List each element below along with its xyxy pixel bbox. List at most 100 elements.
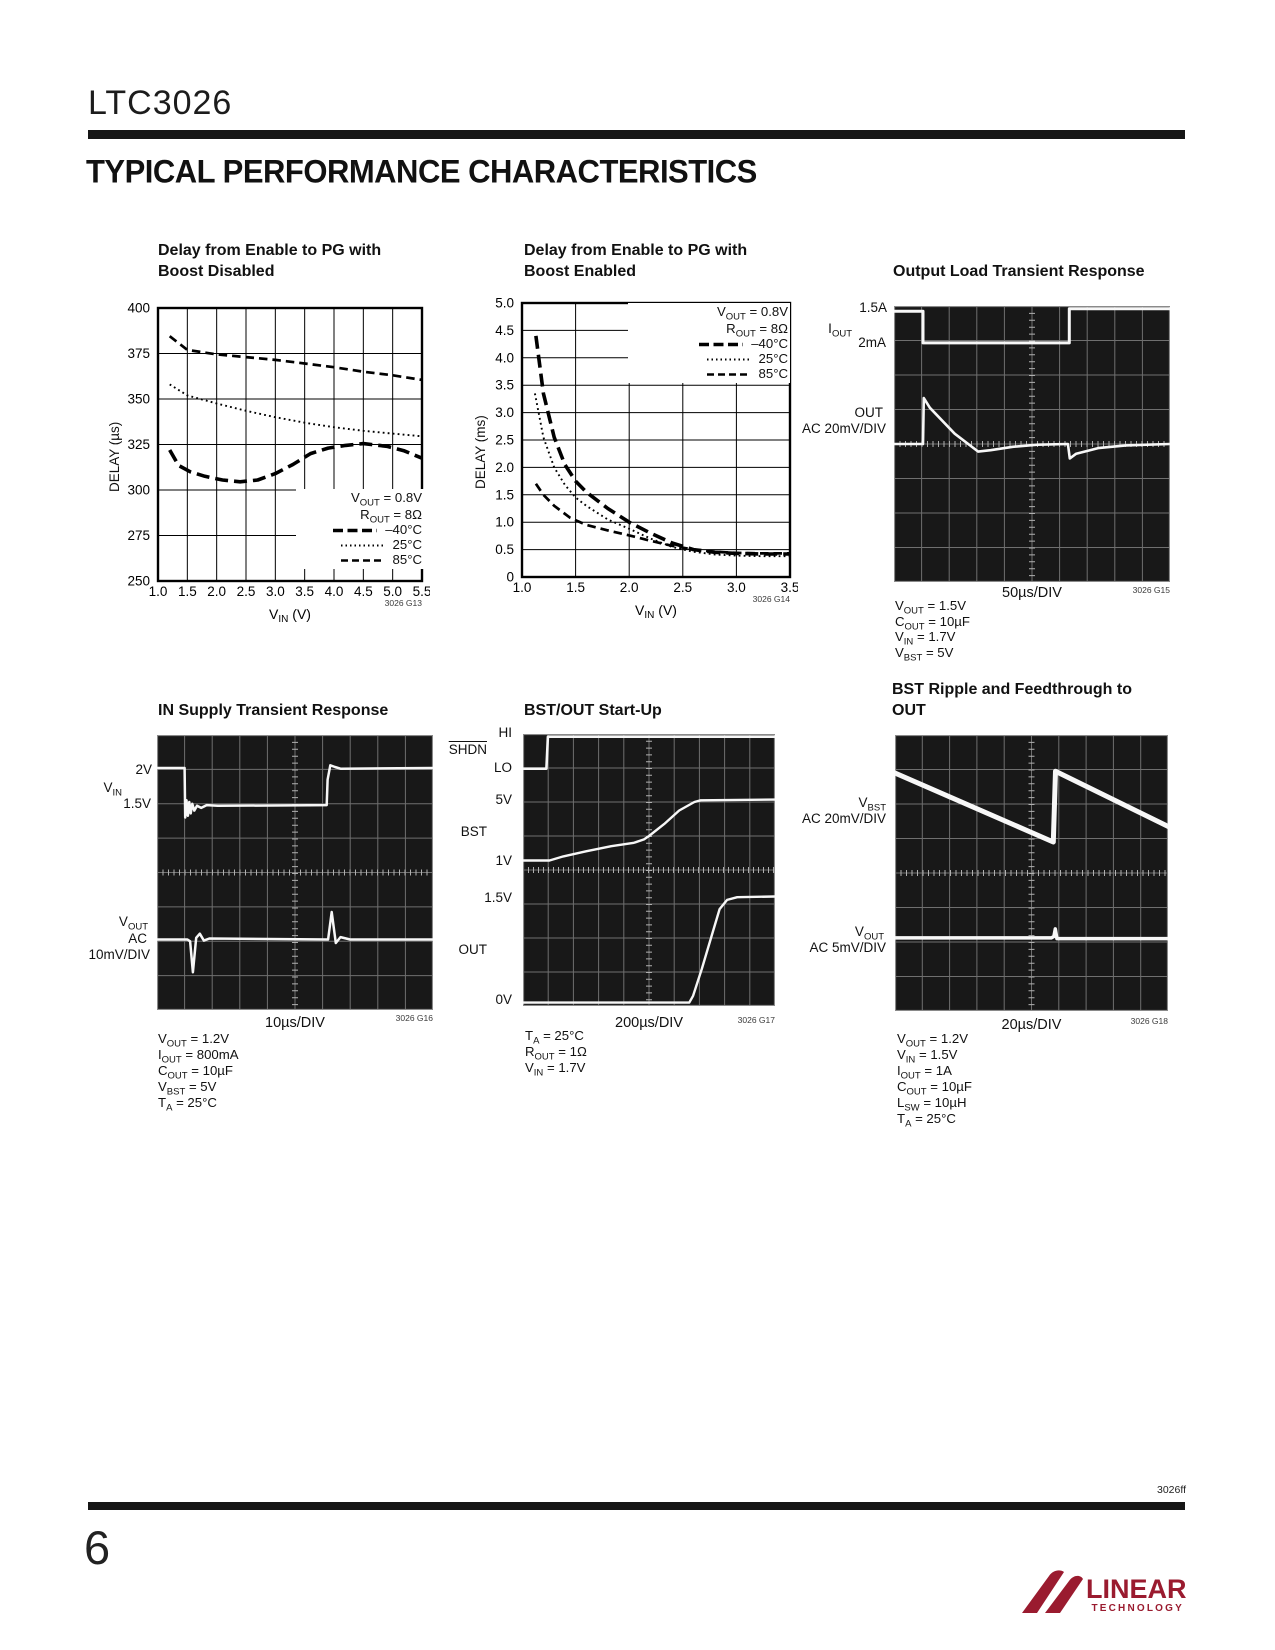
series-25°C	[169, 383, 423, 438]
scope-trace	[523, 735, 775, 771]
series-85°C	[534, 483, 790, 555]
scope-label: 1.5A	[859, 300, 887, 315]
legend-condition: VOUT = 0.8V	[716, 304, 788, 323]
legend-label: –40°C	[385, 522, 422, 538]
test-conditions: VOUT = 1.5V COUT = 10µF VIN = 1.7V VBST = 5…	[895, 598, 970, 664]
scope-frame	[895, 735, 1168, 1011]
scope-label: LO	[493, 760, 512, 775]
y-tick-label: 375	[127, 346, 150, 361]
scope-label: 1.5V	[123, 796, 151, 811]
x-tick-label: 5.5	[413, 584, 430, 599]
doc-code: 3026ff	[1156, 1484, 1186, 1496]
y-tick-label: 1.0	[495, 515, 514, 530]
scope-label: 2V	[135, 762, 152, 777]
legend-label: 85°C	[758, 366, 788, 382]
scope-frame	[523, 734, 775, 1006]
logo-lt-mark	[1022, 1570, 1064, 1613]
scope-label: 10mV/DIV	[88, 947, 150, 962]
legend-condition: ROUT = 8Ω	[360, 506, 422, 526]
graph-id: 3026 G15	[1132, 585, 1170, 595]
y-tick-label: 4.5	[495, 323, 514, 338]
x-tick-label: 4.0	[325, 584, 344, 599]
legend-entry: 85°C	[706, 366, 788, 382]
scope-frame	[157, 735, 433, 1010]
figure-title-delay-boost-disabled: Delay from Enable to PG with Boost Disab…	[158, 242, 382, 280]
legend-condition: VOUT = 0.8V	[350, 490, 422, 509]
scope-output-load-transient	[894, 306, 1170, 582]
condition-line: COUT = 10µF	[897, 1079, 972, 1098]
scope-label: VBST	[858, 795, 887, 814]
time-per-div: 200µs/DIV	[615, 1015, 683, 1031]
scope-in-supply-transient	[157, 735, 433, 1010]
legend-line-sample	[706, 358, 751, 361]
line-chart-delay-boost-disabled: 1.0 1.5 2.0 2.5 3.0 3.5 4.0 4.5 5.0 5.5 400 375 350 3…	[127, 301, 430, 626]
condition-line: VBST = 5V	[895, 644, 954, 664]
scope-label: 2mA	[858, 335, 886, 350]
scope-trace	[894, 396, 1170, 460]
series-–40°C	[534, 335, 790, 556]
condition-line: IOUT = 800mA	[158, 1047, 239, 1066]
figure-title-delay-boost-enabled: Delay from Enable to PG with Boost Enabl…	[524, 242, 748, 280]
scope-label: 0V	[495, 992, 512, 1007]
x-tick-label: 3.0	[727, 580, 746, 595]
graph-id: 3026 G18	[1130, 1016, 1168, 1026]
y-tick-label: 0	[506, 570, 514, 585]
legend-entry: 25°C	[340, 537, 422, 553]
x-tick-label: 2.5	[237, 584, 256, 599]
condition-line: TA = 25°C	[525, 1028, 584, 1047]
legend-line-sample	[340, 544, 385, 547]
legend-label: 25°C	[758, 351, 788, 367]
x-tick-label: 1.0	[149, 584, 168, 599]
graph-id: 3026 G16	[395, 1013, 433, 1023]
scope-trace	[895, 768, 1168, 845]
y-tick-label: 275	[127, 528, 150, 543]
condition-line: VOUT = 1.2V	[158, 1031, 230, 1050]
y-tick-label: 2.0	[495, 460, 514, 475]
x-tick-label: 2.5	[673, 580, 692, 595]
condition-line: LSW = 10µH	[897, 1095, 967, 1114]
scope-trace	[523, 895, 775, 1004]
plot-frame	[156, 306, 424, 583]
x-tick-label: 3.0	[266, 584, 285, 599]
x-tick-label: 3.5	[781, 580, 798, 595]
condition-line: COUT = 10µF	[895, 613, 970, 633]
scope-label: 1.5V	[484, 890, 512, 905]
graph-id: 3026 G17	[737, 1015, 775, 1025]
legend-entry: –40°C	[332, 522, 422, 538]
scope-label: BST	[460, 824, 487, 839]
logo-text-technology: TECHNOLOGY	[1091, 1603, 1184, 1614]
time-per-div: 10µs/DIV	[265, 1015, 325, 1031]
x-tick-label: 4.5	[354, 584, 373, 599]
condition-line: TA = 25°C	[897, 1111, 956, 1130]
y-tick-label: 2.5	[495, 433, 514, 448]
x-tick-label: 1.5	[566, 580, 585, 595]
y-tick-label: 350	[127, 392, 150, 407]
page-number: 6	[84, 1521, 111, 1574]
x-axis-label: VIN (V)	[269, 606, 311, 625]
y-tick-label: 0.5	[495, 542, 514, 557]
scope-label: HI	[498, 725, 513, 740]
condition-line: VBST = 5V	[158, 1079, 217, 1098]
condition-line: VIN = 1.5V	[897, 1047, 958, 1066]
scope-label: 5V	[495, 792, 512, 807]
graph-id: 3026 G14	[753, 594, 791, 604]
condition-line: IOUT = 1A	[897, 1063, 952, 1082]
time-per-div: 50µs/DIV	[1002, 585, 1062, 601]
y-tick-label: 4.0	[495, 350, 514, 365]
legend-label: 85°C	[392, 552, 422, 568]
figure-title-bst-ripple: BST Ripple and Feedthrough to OUT	[892, 681, 1132, 719]
legend-line-sample	[340, 559, 385, 562]
scope-label: OUT	[458, 942, 488, 957]
series-–40°C	[168, 441, 423, 484]
y-tick-label: 400	[127, 301, 150, 316]
test-conditions: VOUT = 1.2V VIN = 1.5V IOUT = 1A COUT = 10µ…	[897, 1031, 972, 1130]
y-tick-label: 3.0	[495, 405, 514, 420]
x-tick-label: 5.0	[383, 584, 402, 599]
x-tick-label: 1.0	[513, 580, 532, 595]
logo-lt-mark	[1045, 1575, 1083, 1613]
scope-label: AC 5mV/DIV	[809, 940, 886, 955]
x-tick-label: 2.0	[620, 580, 639, 595]
condition-line: ROUT = 1Ω	[525, 1044, 587, 1063]
legend-entry: 85°C	[340, 552, 422, 568]
